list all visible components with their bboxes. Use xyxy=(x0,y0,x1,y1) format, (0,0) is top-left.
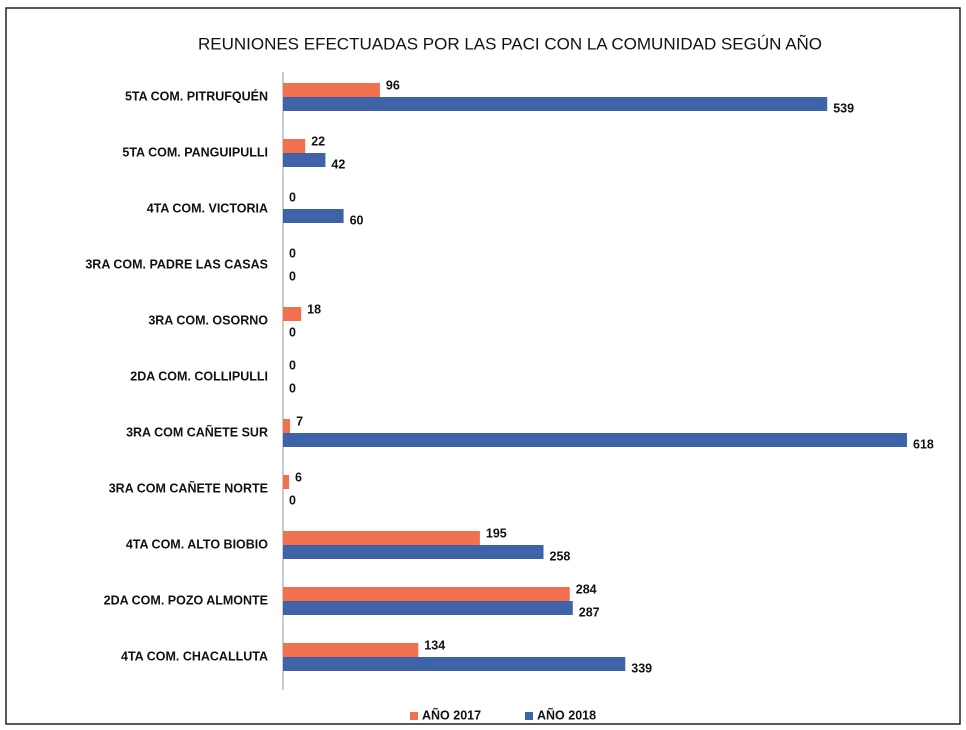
legend-swatch xyxy=(410,712,418,720)
bar xyxy=(283,657,626,671)
bar xyxy=(283,97,828,111)
data-label: 0 xyxy=(289,381,296,395)
data-label: 6 xyxy=(295,470,302,484)
bar xyxy=(283,587,570,601)
chart-title: REUNIONES EFECTUADAS POR LAS PACI CON LA… xyxy=(198,34,822,53)
data-label: 42 xyxy=(331,157,345,171)
category-label: 4TA COM. ALTO BIOBIO xyxy=(126,537,268,551)
bar xyxy=(283,307,302,321)
bar xyxy=(283,643,419,657)
data-label: 0 xyxy=(289,325,296,339)
data-label: 18 xyxy=(307,302,321,316)
bar xyxy=(283,601,573,615)
legend-label: AÑO 2017 xyxy=(422,707,481,722)
data-label: 60 xyxy=(350,213,364,227)
category-label: 5TA COM. PANGUIPULLI xyxy=(122,145,268,159)
bar xyxy=(283,531,480,545)
data-label: 539 xyxy=(833,101,854,115)
bar xyxy=(283,475,290,489)
data-label: 134 xyxy=(424,638,445,652)
bar xyxy=(283,433,907,447)
legend-swatch xyxy=(525,712,533,720)
data-label: 96 xyxy=(386,78,400,92)
category-label: 3RA COM CAÑETE SUR xyxy=(126,424,268,439)
data-label: 0 xyxy=(289,190,296,204)
data-label: 339 xyxy=(631,661,652,675)
category-label: 3RA COM. PADRE LAS CASAS xyxy=(85,257,268,271)
data-label: 0 xyxy=(289,269,296,283)
category-label: 2DA COM. POZO ALMONTE xyxy=(104,593,268,607)
frame xyxy=(5,7,961,725)
data-label: 7 xyxy=(296,414,303,428)
bar xyxy=(283,153,326,167)
data-label: 0 xyxy=(289,246,296,260)
category-label: 4TA COM. VICTORIA xyxy=(147,201,268,215)
data-label: 287 xyxy=(579,605,600,619)
category-label: 3RA COM. OSORNO xyxy=(148,313,268,327)
data-label: 258 xyxy=(550,549,571,563)
data-label: 284 xyxy=(576,582,597,596)
category-label: 5TA COM. PITRUFQUÉN xyxy=(125,88,268,103)
data-label: 0 xyxy=(289,358,296,372)
data-label: 22 xyxy=(311,134,325,148)
bar xyxy=(283,419,291,433)
category-label: 2DA COM. COLLIPULLI xyxy=(130,369,268,383)
legend-label: AÑO 2018 xyxy=(537,707,596,722)
bar xyxy=(283,209,344,223)
bar xyxy=(283,139,306,153)
bar xyxy=(283,83,380,97)
bar xyxy=(283,545,544,559)
data-label: 618 xyxy=(913,437,934,451)
category-label: 4TA COM. CHACALLUTA xyxy=(121,649,268,663)
data-label: 0 xyxy=(289,493,296,507)
category-label: 3RA COM CAÑETE NORTE xyxy=(109,480,268,495)
data-label: 195 xyxy=(486,526,507,540)
